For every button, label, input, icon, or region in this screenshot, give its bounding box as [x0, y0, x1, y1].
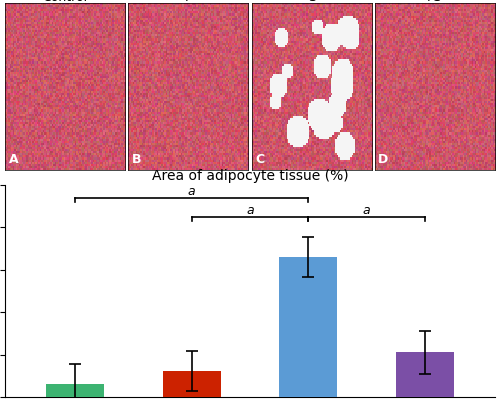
Title: Area of adipocyte tissue (%): Area of adipocyte tissue (%) — [152, 169, 348, 183]
Text: a: a — [246, 203, 254, 216]
Title: PS: PS — [427, 0, 442, 4]
Text: D: D — [378, 152, 388, 165]
Bar — [162, 371, 221, 397]
Text: A: A — [8, 152, 18, 165]
Text: B: B — [132, 152, 141, 165]
Bar — [46, 384, 104, 397]
Bar — [396, 352, 454, 397]
Text: C: C — [255, 152, 264, 165]
Title: Control: Control — [42, 0, 88, 4]
Bar — [279, 257, 338, 397]
Title: P: P — [184, 0, 192, 4]
Text: a: a — [188, 184, 196, 197]
Text: a: a — [363, 203, 370, 216]
Title: S: S — [308, 0, 316, 4]
